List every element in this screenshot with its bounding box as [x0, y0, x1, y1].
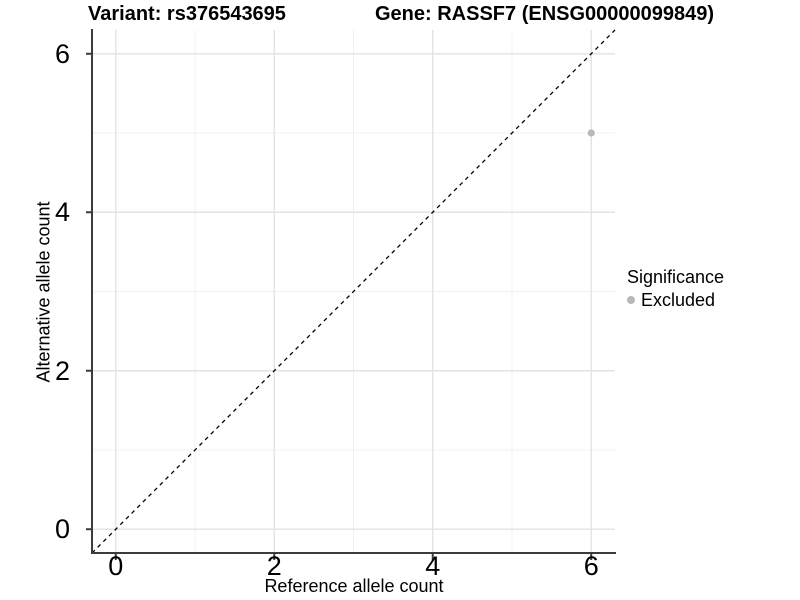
- x-tick-label: 6: [583, 551, 599, 581]
- legend-item-excluded: Excluded: [627, 289, 724, 311]
- y-tick-label: 2: [54, 355, 70, 386]
- y-tick-label: 6: [54, 38, 70, 69]
- x-tick-label: 0: [108, 551, 124, 581]
- variant-title: Variant: rs376543695: [88, 3, 286, 25]
- data-point: [587, 129, 595, 137]
- x-tick-label: 2: [266, 551, 282, 581]
- plot-panel: [86, 29, 616, 560]
- x-tick-label: 4: [425, 551, 441, 581]
- x-axis-title: Reference allele count: [264, 576, 444, 596]
- legend: Significance Excluded: [627, 266, 724, 311]
- identity-line: [91, 29, 616, 554]
- y-tick-label: 4: [54, 197, 70, 228]
- y-tick-label: 0: [54, 514, 70, 545]
- legend-point-marker-icon: [627, 296, 635, 304]
- gene-title: Gene: RASSF7 (ENSG00000099849): [375, 3, 715, 25]
- y-axis-title: Alternative allele count: [33, 201, 54, 383]
- legend-title: Significance: [627, 267, 725, 287]
- legend-item-label: Excluded: [641, 290, 716, 310]
